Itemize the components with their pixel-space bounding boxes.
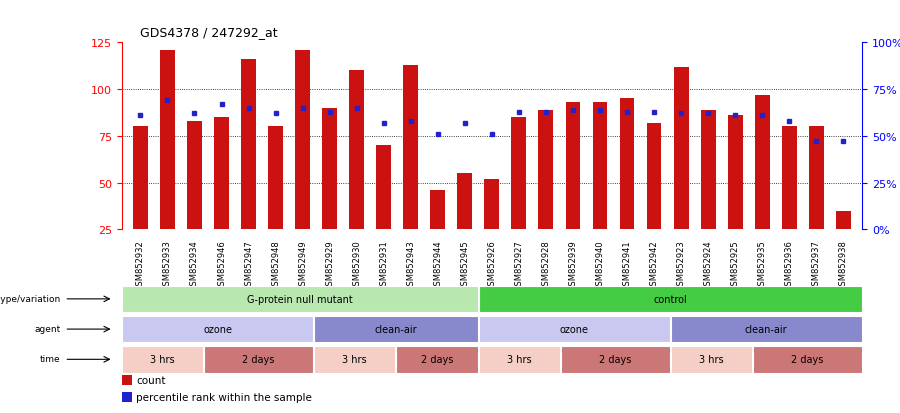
FancyBboxPatch shape bbox=[314, 316, 478, 342]
Text: GDS4378 / 247292_at: GDS4378 / 247292_at bbox=[140, 26, 277, 39]
Bar bbox=[322, 109, 338, 230]
FancyBboxPatch shape bbox=[670, 346, 752, 373]
Bar bbox=[295, 51, 310, 230]
Bar bbox=[728, 116, 742, 230]
Bar bbox=[457, 174, 472, 230]
Bar bbox=[782, 127, 796, 230]
FancyBboxPatch shape bbox=[753, 346, 861, 373]
Text: 3 hrs: 3 hrs bbox=[507, 354, 532, 364]
Text: ozone: ozone bbox=[203, 324, 232, 334]
FancyBboxPatch shape bbox=[670, 316, 861, 342]
Text: control: control bbox=[653, 294, 687, 304]
Text: clean-air: clean-air bbox=[745, 324, 788, 334]
Bar bbox=[511, 118, 526, 230]
Text: 2 days: 2 days bbox=[421, 354, 454, 364]
FancyBboxPatch shape bbox=[204, 346, 313, 373]
Bar bbox=[133, 127, 148, 230]
FancyBboxPatch shape bbox=[122, 316, 313, 342]
Text: 3 hrs: 3 hrs bbox=[150, 354, 175, 364]
Text: agent: agent bbox=[34, 324, 61, 333]
Text: 3 hrs: 3 hrs bbox=[699, 354, 724, 364]
Text: 2 days: 2 days bbox=[242, 354, 274, 364]
Text: count: count bbox=[136, 375, 166, 385]
Bar bbox=[187, 121, 202, 230]
FancyBboxPatch shape bbox=[122, 286, 478, 312]
FancyBboxPatch shape bbox=[561, 346, 670, 373]
Text: percentile rank within the sample: percentile rank within the sample bbox=[136, 392, 311, 402]
Bar bbox=[484, 179, 500, 230]
Bar bbox=[646, 123, 662, 230]
Bar bbox=[430, 190, 446, 230]
Bar bbox=[349, 71, 364, 230]
Bar bbox=[836, 211, 850, 230]
Text: clean-air: clean-air bbox=[374, 324, 417, 334]
Text: 3 hrs: 3 hrs bbox=[342, 354, 367, 364]
Bar bbox=[122, 392, 132, 402]
Bar bbox=[755, 95, 770, 230]
Bar bbox=[565, 103, 581, 230]
Text: time: time bbox=[40, 354, 61, 363]
Text: 2 days: 2 days bbox=[599, 354, 632, 364]
Bar bbox=[673, 68, 689, 230]
Bar bbox=[701, 110, 716, 230]
Bar bbox=[619, 99, 634, 230]
Bar bbox=[160, 51, 175, 230]
Text: ozone: ozone bbox=[560, 324, 589, 334]
FancyBboxPatch shape bbox=[122, 346, 203, 373]
Bar bbox=[538, 110, 554, 230]
Text: genotype/variation: genotype/variation bbox=[0, 294, 61, 303]
Text: 2 days: 2 days bbox=[791, 354, 824, 364]
FancyBboxPatch shape bbox=[396, 346, 478, 373]
FancyBboxPatch shape bbox=[479, 316, 670, 342]
Bar bbox=[241, 60, 256, 230]
Bar bbox=[268, 127, 283, 230]
Text: G-protein null mutant: G-protein null mutant bbox=[247, 294, 353, 304]
Bar bbox=[214, 118, 229, 230]
FancyBboxPatch shape bbox=[479, 346, 560, 373]
FancyBboxPatch shape bbox=[314, 346, 395, 373]
Bar bbox=[809, 127, 824, 230]
FancyBboxPatch shape bbox=[479, 286, 861, 312]
Bar bbox=[592, 103, 608, 230]
Bar bbox=[122, 375, 132, 385]
Bar bbox=[403, 66, 418, 230]
Bar bbox=[376, 146, 392, 230]
